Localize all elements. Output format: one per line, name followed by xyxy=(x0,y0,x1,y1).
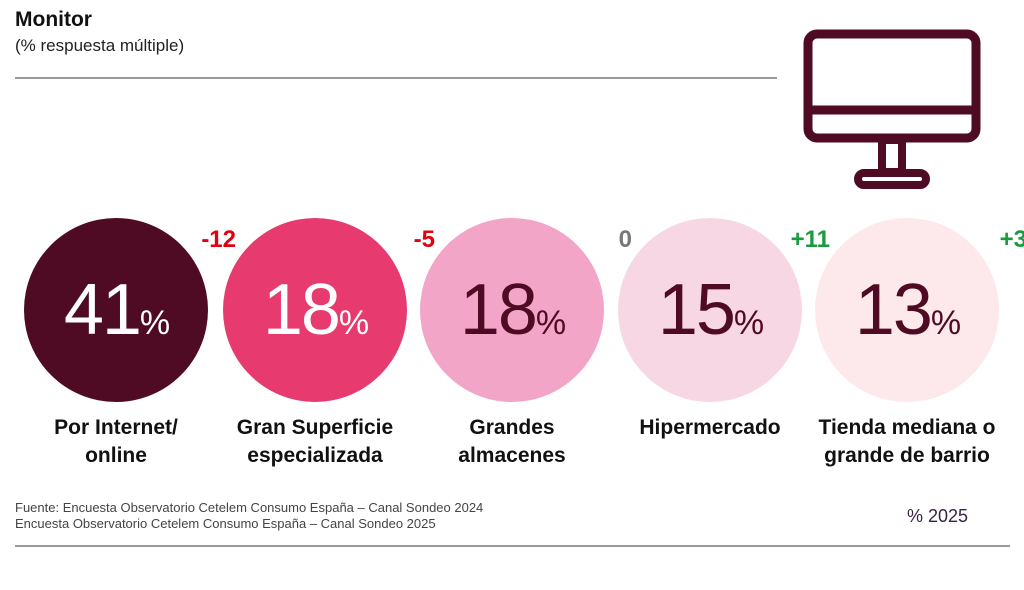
value-label: 18% xyxy=(263,274,369,346)
delta-label: -5 xyxy=(413,226,435,253)
value-label: 13% xyxy=(855,274,961,346)
value-label: 15% xyxy=(658,274,764,346)
legend-label: % 2025 xyxy=(907,506,969,526)
percent-sign: % xyxy=(139,304,170,342)
divider xyxy=(15,545,1010,547)
percent-sign: % xyxy=(535,304,566,342)
delta-label: +3 xyxy=(999,226,1024,253)
delta-label: 0 xyxy=(618,226,632,253)
chart-title: Monitor xyxy=(15,8,92,31)
value-number: 13 xyxy=(854,270,933,350)
source-note: Fuente: Encuesta Observatorio Cetelem Co… xyxy=(15,500,483,532)
bubble: 18% xyxy=(420,218,604,402)
monitor-icon xyxy=(803,29,981,189)
divider xyxy=(15,77,777,79)
source-line: Fuente: Encuesta Observatorio Cetelem Co… xyxy=(15,500,484,515)
bubble: 15% xyxy=(618,218,802,402)
category-label: Tienda mediana o grande de barrio xyxy=(818,416,996,467)
category-label: Grandes almacenes xyxy=(458,416,566,467)
value-number: 18 xyxy=(262,270,341,350)
bubble: 18% xyxy=(223,218,407,402)
bubble: 13% xyxy=(815,218,999,402)
value-number: 15 xyxy=(657,270,736,350)
category-label: Por Internet/ online xyxy=(54,416,178,467)
category-label: Hipermercado xyxy=(639,416,781,439)
category-label: Gran Superficie especializada xyxy=(236,416,394,467)
percent-sign: % xyxy=(733,304,764,342)
value-label: 18% xyxy=(460,274,566,346)
value-number: 18 xyxy=(459,270,538,350)
source-line: Encuesta Observatorio Cetelem Consumo Es… xyxy=(15,516,436,531)
delta-label: +11 xyxy=(790,226,830,253)
delta-label: -12 xyxy=(201,226,236,253)
value-label: 41% xyxy=(64,274,170,346)
chart-subtitle: (% respuesta múltiple) xyxy=(15,36,185,55)
value-number: 41 xyxy=(63,270,142,350)
bubble: 41% xyxy=(24,218,208,402)
percent-sign: % xyxy=(930,304,961,342)
percent-sign: % xyxy=(338,304,369,342)
